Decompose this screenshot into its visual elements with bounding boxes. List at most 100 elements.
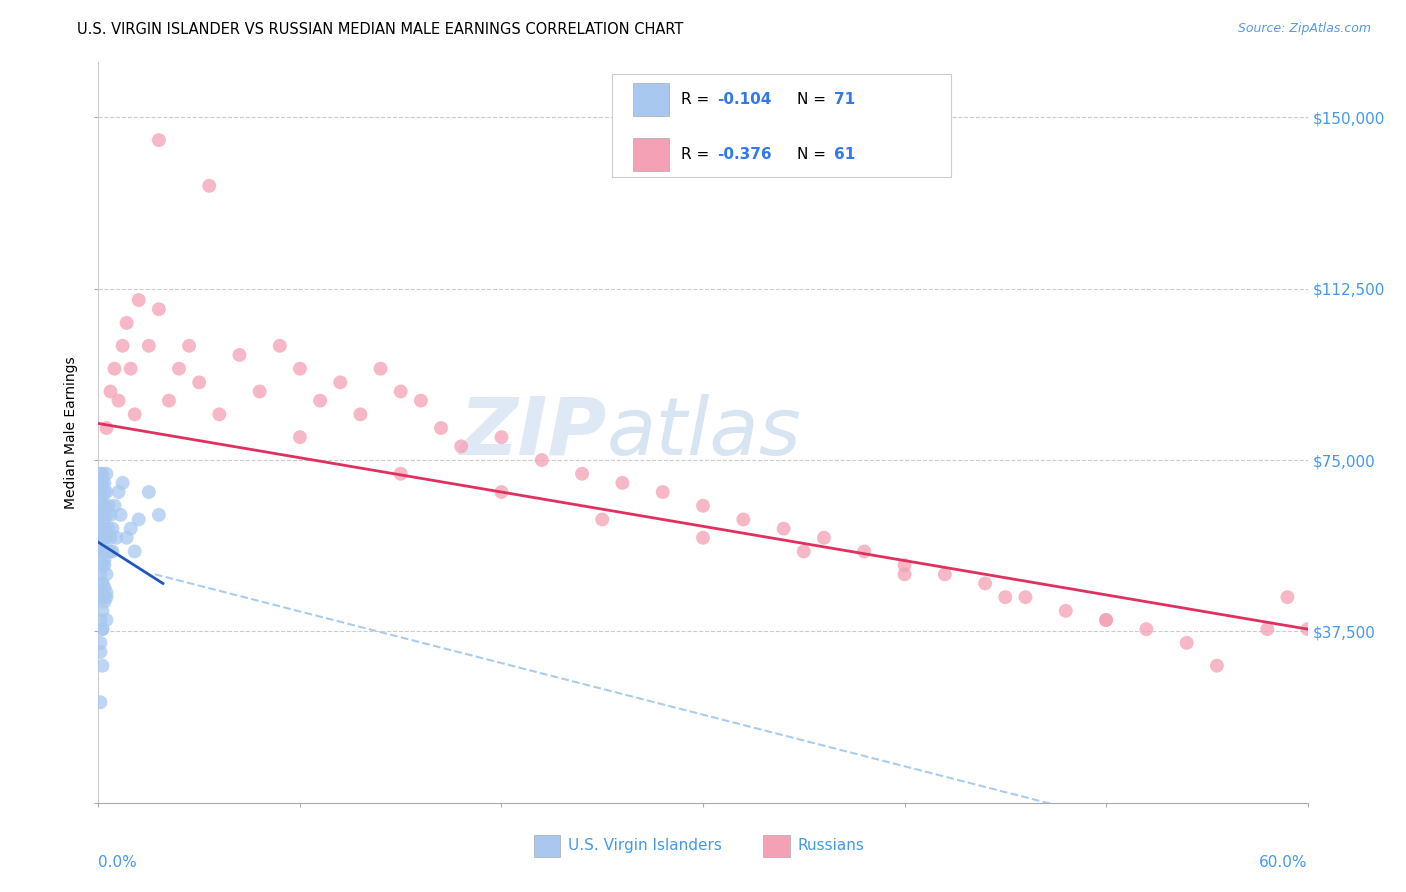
Point [91,522,114,536]
Point [96,613,118,627]
Point [128,293,150,307]
Point [115,531,138,545]
Point [111,475,134,490]
Point [91,558,114,573]
FancyBboxPatch shape [613,73,950,178]
Point [100,531,122,545]
Point [96,531,118,545]
Point [91,622,114,636]
Text: 61: 61 [834,147,855,161]
Point [91,622,114,636]
Point [651,485,673,500]
Text: -0.376: -0.376 [717,147,772,161]
Point [89,645,111,659]
Point [93,503,115,517]
Point [591,512,613,526]
Point [97,522,120,536]
Point [103,499,125,513]
Point [91,576,114,591]
Point [91,490,114,504]
Point [91,576,114,591]
Point [329,376,352,390]
Point [97,499,120,513]
Text: N =: N = [797,92,831,107]
Point [100,508,122,522]
Point [93,553,115,567]
Point [309,393,332,408]
Point [1095,613,1118,627]
Point [120,361,142,376]
Point [228,348,250,362]
Point [91,475,114,490]
Point [148,133,170,147]
Point [188,376,211,390]
Point [450,439,472,453]
Point [772,522,794,536]
Point [107,393,129,408]
Point [89,590,111,604]
Point [813,531,835,545]
Point [571,467,593,481]
Point [100,384,122,399]
Bar [763,835,790,857]
Point [974,576,997,591]
Point [1277,590,1299,604]
Point [269,339,291,353]
Text: ZIP: ZIP [458,393,606,472]
Bar [633,138,669,171]
Point [100,544,122,558]
Point [249,384,271,399]
Point [89,544,111,558]
Point [198,178,221,193]
Point [105,531,128,545]
Point [89,567,111,582]
Point [101,522,124,536]
Point [93,485,115,500]
Text: Russians: Russians [797,838,865,854]
Point [93,544,115,558]
Point [893,558,915,573]
Point [288,430,311,444]
Point [179,339,201,353]
Point [1014,590,1036,604]
Point [91,544,114,558]
Point [349,408,371,422]
Point [91,658,114,673]
Point [793,544,815,558]
Point [120,522,142,536]
Point [138,485,160,500]
Point [96,508,118,522]
Bar [633,83,669,117]
Point [208,408,231,422]
Point [288,361,311,376]
Y-axis label: Median Male Earnings: Median Male Earnings [65,356,79,509]
Text: N =: N = [797,147,831,161]
Text: R =: R = [682,92,714,107]
Point [91,604,114,618]
Point [93,531,115,545]
Point [167,361,190,376]
Point [1135,622,1157,636]
Point [97,544,120,558]
Point [430,421,453,435]
Point [853,544,876,558]
Point [491,430,513,444]
Point [96,544,118,558]
Point [1054,604,1077,618]
Point [89,485,111,500]
Point [96,421,118,435]
Point [101,544,124,558]
Point [89,499,111,513]
Point [148,302,170,317]
Point [93,512,115,526]
Text: atlas: atlas [606,393,801,472]
Point [93,522,115,536]
Point [389,384,412,399]
Point [157,393,180,408]
Bar [534,835,561,857]
Text: U.S. VIRGIN ISLANDER VS RUSSIAN MEDIAN MALE EARNINGS CORRELATION CHART: U.S. VIRGIN ISLANDER VS RUSSIAN MEDIAN M… [77,22,683,37]
Point [692,499,714,513]
Point [91,508,114,522]
Point [89,613,111,627]
Text: -0.104: -0.104 [717,92,772,107]
